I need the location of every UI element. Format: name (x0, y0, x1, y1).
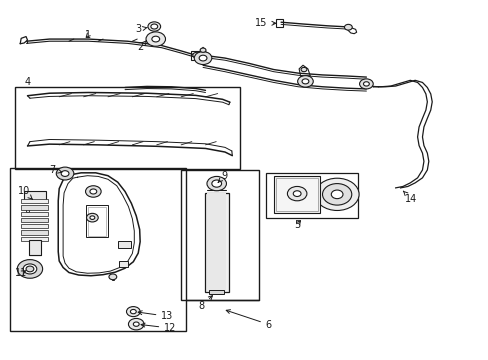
Text: 1: 1 (85, 30, 91, 40)
Circle shape (297, 76, 313, 87)
Bar (10, 168, 185, 330)
Bar (21, 218, 48, 222)
Bar (21, 224, 48, 228)
Circle shape (206, 176, 226, 191)
Bar (26, 209, 29, 212)
Bar (21, 230, 48, 235)
Text: 7: 7 (49, 165, 61, 175)
Text: 5: 5 (293, 220, 300, 230)
Text: 8: 8 (198, 296, 212, 311)
Bar (21, 199, 48, 203)
Circle shape (211, 180, 221, 187)
Circle shape (359, 79, 372, 89)
Text: 15: 15 (255, 18, 275, 28)
Text: 4: 4 (24, 77, 31, 87)
Bar (21, 205, 48, 210)
Circle shape (128, 319, 144, 330)
Bar (209, 291, 224, 294)
Bar (266, 173, 357, 219)
Circle shape (287, 186, 306, 201)
Circle shape (344, 24, 351, 30)
Circle shape (26, 266, 34, 272)
Bar (21, 212, 48, 216)
Bar (119, 261, 128, 267)
Circle shape (133, 322, 139, 326)
Text: 10: 10 (18, 186, 32, 199)
Circle shape (146, 32, 165, 46)
Circle shape (86, 213, 98, 222)
Bar (21, 237, 48, 241)
Circle shape (194, 51, 211, 64)
Circle shape (90, 189, 97, 194)
Circle shape (126, 307, 140, 317)
Circle shape (17, 260, 42, 278)
Text: 11: 11 (15, 268, 27, 278)
Circle shape (90, 216, 95, 220)
Bar (276, 19, 282, 27)
Text: 6: 6 (226, 310, 271, 329)
Circle shape (148, 22, 160, 31)
Text: 13: 13 (138, 311, 173, 321)
Circle shape (315, 178, 358, 211)
Circle shape (199, 55, 206, 61)
Bar (86, 205, 108, 237)
Bar (204, 193, 228, 292)
Circle shape (192, 52, 200, 58)
Bar (29, 240, 41, 255)
Text: 9: 9 (218, 171, 226, 183)
Circle shape (23, 264, 37, 274)
Circle shape (200, 48, 205, 52)
Circle shape (293, 191, 301, 197)
Circle shape (152, 36, 159, 42)
Text: 2: 2 (137, 41, 146, 52)
Circle shape (130, 310, 136, 314)
Circle shape (151, 24, 158, 29)
Bar (207, 193, 225, 291)
Circle shape (109, 274, 117, 280)
Circle shape (302, 79, 308, 84)
Circle shape (56, 167, 74, 180)
Circle shape (322, 184, 351, 205)
Bar (118, 241, 131, 248)
Circle shape (301, 67, 306, 72)
Bar (15, 87, 239, 169)
Circle shape (85, 186, 101, 197)
Bar (273, 176, 320, 213)
Circle shape (61, 171, 69, 176)
Circle shape (330, 190, 342, 199)
Bar (88, 207, 105, 235)
Bar (276, 178, 317, 211)
Bar (24, 191, 45, 202)
Bar (181, 170, 259, 300)
Text: 14: 14 (403, 191, 417, 204)
Circle shape (363, 82, 368, 86)
Text: 3: 3 (135, 24, 147, 35)
Text: 12: 12 (141, 323, 176, 333)
Bar (190, 51, 203, 59)
